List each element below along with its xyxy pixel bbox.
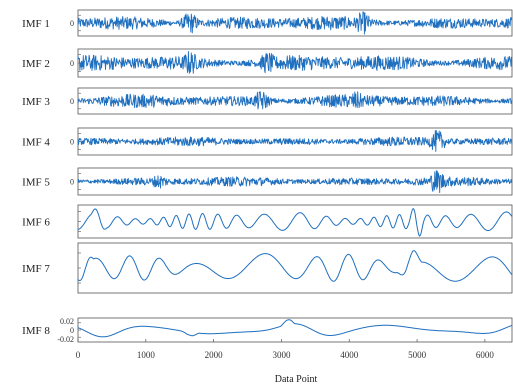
imf-7-signal-line [77, 250, 513, 282]
x-axis-label: Data Point [275, 374, 318, 385]
imf-4-panel: IMF 4 0 [22, 127, 513, 156]
imf-2-panel: IMF 2 0 [22, 48, 513, 78]
imf-8-signal-line [77, 319, 513, 338]
imf-8-ytick-label: 0.02 [60, 317, 74, 326]
imf-1-label: IMF 1 [22, 18, 50, 30]
x-tick-label: 5000 [408, 350, 427, 360]
x-tick-label: 1000 [137, 350, 156, 360]
imf-4-signal-line [77, 129, 513, 152]
imf-3-label: IMF 3 [22, 96, 50, 108]
imf-5-ytick-label: 0 [70, 178, 74, 187]
x-tick-label: 2000 [205, 350, 224, 360]
panels-group: IMF 1 0 IMF 2 0 IMF 3 0 IMF 4 0 IMF 5 0 IMF 6 IMF 7… [22, 9, 513, 344]
imf-1-ytick-label: 0 [70, 19, 74, 28]
imf-8-frame [77, 317, 513, 343]
imf-5-signal-line [77, 170, 513, 194]
imf-4-label: IMF 4 [22, 137, 50, 149]
imf-5-label: IMF 5 [22, 177, 50, 189]
imf-7-panel: IMF 7 [22, 242, 513, 294]
x-tick-label: 0 [76, 350, 81, 360]
imf-6-signal-line [77, 208, 513, 237]
imf-8-ytick-label: 0 [70, 326, 74, 335]
imf-7-label: IMF 7 [22, 263, 50, 275]
imf-4-ytick-label: 0 [70, 138, 74, 147]
imf-8-label: IMF 8 [22, 325, 50, 337]
imf-3-signal-line [77, 91, 513, 110]
x-tick-label: 6000 [476, 350, 495, 360]
imf-1-signal-line [77, 11, 513, 35]
imf-3-panel: IMF 3 0 [22, 87, 513, 115]
imf-5-panel: IMF 5 0 [22, 167, 513, 196]
imf-1-panel: IMF 1 0 [22, 9, 513, 37]
x-tick-label: 3000 [272, 350, 291, 360]
imf-8-ytick-label: -0.02 [57, 335, 74, 344]
imf-6-label: IMF 6 [22, 217, 50, 229]
imf-8-panel: IMF 8 0.020-0.02 [22, 317, 513, 344]
x-axis: 0 1000 2000 3000 4000 5000 6000 [76, 339, 495, 360]
imf-7-frame [77, 242, 513, 294]
imf-6-panel: IMF 6 [22, 204, 513, 239]
x-tick-label: 4000 [340, 350, 359, 360]
imf-2-label: IMF 2 [22, 58, 50, 70]
imf-2-ytick-label: 0 [70, 59, 74, 68]
imf-6-frame [77, 204, 513, 239]
imf-2-signal-line [77, 51, 513, 74]
imf-3-ytick-label: 0 [70, 97, 74, 106]
